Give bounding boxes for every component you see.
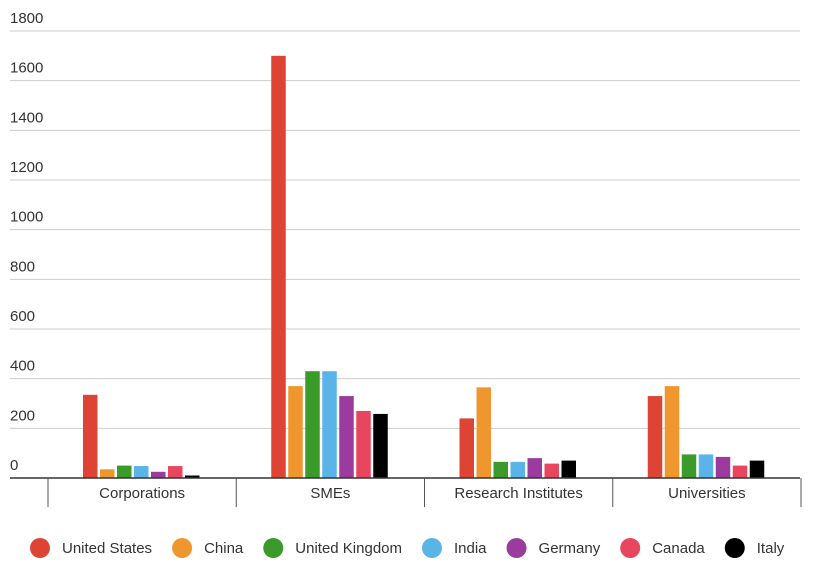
bar [664,386,680,478]
y-tick-label: 1800 [10,10,43,27]
legend-swatch [724,538,745,558]
legend-label: China [204,540,244,557]
bar [373,413,388,478]
bar [83,394,98,478]
legend-item: Canada [620,538,705,558]
bar [339,396,354,478]
bar [305,371,320,478]
legend-item: Germany [506,538,601,558]
bar [476,387,491,478]
bar [681,454,697,478]
grid-layer [10,30,800,429]
legend-item: Italy [724,538,785,558]
legend-label: India [454,540,487,557]
legend-swatch [263,538,284,558]
y-tick-label: 400 [10,358,35,375]
y-tick-label: 800 [10,258,35,275]
bar [527,458,542,478]
legend-item: China [172,538,244,558]
legend-label: United Kingdom [295,540,402,557]
bar [322,371,337,478]
legend-label: Italy [757,540,785,557]
bar [356,410,371,478]
bar [185,475,200,478]
legend-item: India [422,538,487,558]
bar [732,465,748,478]
bar [117,465,132,478]
legend-swatch [422,538,442,558]
y-tick-label: 1000 [10,209,43,226]
legend-swatch [172,538,193,558]
bar [561,460,576,478]
bar [715,456,731,478]
x-category-label: Research Institutes [454,485,582,502]
legend-label: United States [62,540,152,557]
bar [544,463,559,478]
bar [168,466,183,478]
x-category-label: Corporations [99,485,185,502]
bar [510,461,525,478]
bar [288,386,303,478]
bar [749,460,765,478]
legend-swatch [506,538,527,558]
legend-label: Canada [652,540,705,557]
y-tick-label: 0 [10,457,18,474]
bar [151,471,166,478]
bar [134,466,149,478]
y-tick-label: 1400 [10,109,43,126]
y-tick-label: 1600 [10,60,43,77]
bar [271,55,286,478]
y-tick-label: 600 [10,308,35,325]
bar [493,461,508,478]
x-category-label: SMEs [310,485,350,502]
y-tick-label: 200 [10,407,35,424]
bar [100,469,115,478]
bar [647,396,663,478]
legend-label: Germany [539,540,601,557]
y-tick-label: 1200 [10,159,43,176]
bar [698,454,714,478]
x-category-label: Universities [668,485,746,502]
bar-layer [83,55,765,478]
axis-layer: 0 200 400 600 800 1000 1200 1400 1600 1800 Corpora… [10,10,802,507]
legend-item: United Kingdom [263,538,402,558]
legend-swatch [30,538,50,558]
legend-swatch [620,538,641,558]
legend-item: United States [30,538,152,558]
legend-layer: United States China United Kingdom India Ger… [30,538,785,558]
bar [459,418,474,478]
